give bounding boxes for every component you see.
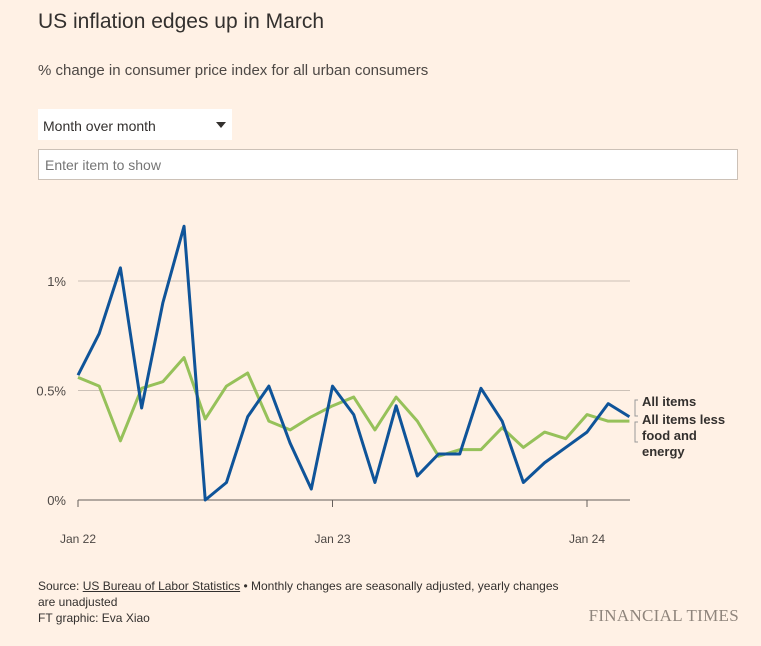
source-prefix: Source:	[38, 579, 83, 593]
source-link[interactable]: US Bureau of Labor Statistics	[82, 579, 241, 593]
x-tick-label: Jan 24	[569, 532, 605, 546]
x-tick-label: Jan 22	[60, 532, 96, 546]
source-note: • Monthly changes are seasonally adjuste…	[38, 579, 559, 609]
y-tick-label: 1%	[47, 274, 66, 289]
legend-label: All items	[642, 394, 696, 409]
legend-bracket	[634, 399, 638, 417]
legend-label: energy	[642, 444, 685, 459]
y-tick-label: 0.5%	[36, 384, 66, 399]
footer-source: Source: US Bureau of Labor Statistics • …	[38, 578, 578, 626]
legend-bracket	[634, 421, 638, 443]
legend-label: All items less	[642, 412, 725, 427]
period-dropdown-value: Month over month	[43, 118, 156, 134]
chevron-down-icon	[216, 122, 226, 128]
chart-title: US inflation edges up in March	[38, 10, 324, 33]
series-line	[76, 224, 631, 502]
x-tick-label: Jan 23	[314, 532, 350, 546]
item-search-input[interactable]	[38, 149, 738, 180]
period-dropdown[interactable]: Month over month	[38, 109, 232, 140]
series-line	[77, 356, 630, 458]
legend-label: food and	[642, 428, 697, 443]
y-tick-label: 0%	[47, 493, 66, 508]
ft-logo: FINANCIAL TIMES	[588, 606, 739, 625]
chart: 0% 0.5% 1% Jan 22 Jan 23 Jan 24 All items All i…	[36, 224, 725, 546]
chart-subtitle: % change in consumer price index for all…	[38, 62, 429, 79]
credit: FT graphic: Eva Xiao	[38, 611, 150, 625]
